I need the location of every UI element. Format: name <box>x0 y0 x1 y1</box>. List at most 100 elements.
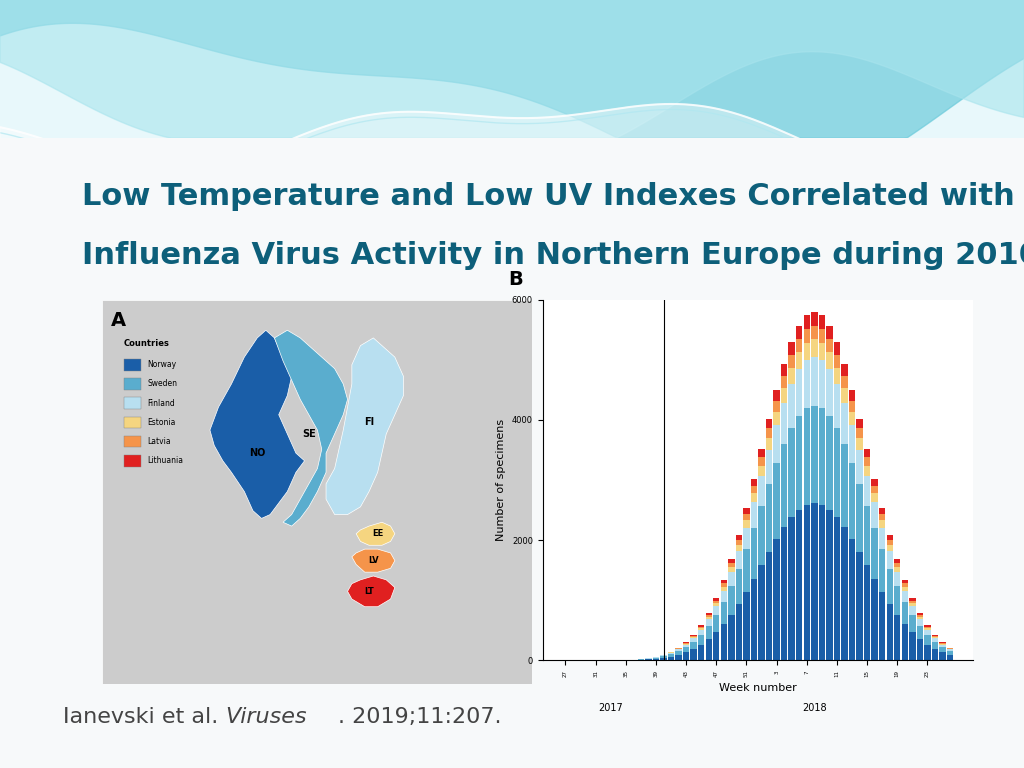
Bar <box>916 639 923 660</box>
Bar <box>690 642 697 649</box>
Bar <box>728 563 734 567</box>
Bar <box>842 402 848 444</box>
Bar <box>698 635 705 644</box>
Bar <box>834 428 840 517</box>
Text: EE: EE <box>372 529 383 538</box>
Bar <box>706 615 712 617</box>
Bar <box>728 615 734 660</box>
Bar <box>668 653 674 654</box>
Text: Lithuania: Lithuania <box>147 456 183 465</box>
Bar <box>916 620 923 626</box>
Bar <box>834 517 840 660</box>
Bar <box>788 428 795 517</box>
Bar <box>826 339 833 353</box>
Bar <box>871 502 878 528</box>
Bar <box>932 642 938 649</box>
Bar <box>804 343 810 360</box>
Text: Latvia: Latvia <box>147 437 171 446</box>
Bar <box>660 656 667 658</box>
X-axis label: Week number: Week number <box>719 683 797 693</box>
Bar <box>939 644 946 647</box>
Bar <box>849 539 855 660</box>
Bar <box>811 406 817 504</box>
Bar <box>894 559 900 563</box>
Bar <box>773 463 780 539</box>
Text: . 2019;11:207.: . 2019;11:207. <box>338 707 502 727</box>
Bar <box>676 655 682 660</box>
Bar <box>871 579 878 660</box>
Bar <box>901 591 908 602</box>
Bar <box>698 644 705 660</box>
Polygon shape <box>0 0 1024 138</box>
Text: LV: LV <box>368 556 379 565</box>
Bar <box>871 486 878 493</box>
Bar <box>804 315 810 329</box>
Text: A: A <box>111 311 126 330</box>
Bar <box>751 493 757 502</box>
Bar <box>856 429 863 439</box>
Bar <box>871 479 878 486</box>
Text: NO: NO <box>249 448 265 458</box>
Bar <box>818 505 825 660</box>
Text: Ianevski et al.: Ianevski et al. <box>62 707 225 727</box>
Bar <box>901 587 908 591</box>
Polygon shape <box>326 338 403 515</box>
Bar <box>909 601 915 603</box>
Bar <box>826 416 833 510</box>
Bar <box>690 637 697 638</box>
Bar <box>826 353 833 369</box>
Bar <box>706 639 712 660</box>
Bar <box>690 649 697 660</box>
Bar <box>826 369 833 416</box>
Bar <box>796 369 803 416</box>
Bar <box>743 520 750 528</box>
Bar <box>721 624 727 660</box>
Bar <box>796 326 803 339</box>
Bar <box>683 647 689 652</box>
Bar <box>690 635 697 636</box>
Bar <box>728 567 734 572</box>
Bar <box>773 390 780 401</box>
Bar <box>947 651 953 655</box>
Bar <box>676 650 682 651</box>
Bar <box>788 355 795 368</box>
Bar <box>735 535 742 540</box>
Bar <box>743 528 750 549</box>
Bar <box>804 329 810 343</box>
Bar <box>871 528 878 579</box>
Bar <box>849 425 855 463</box>
Bar <box>879 508 886 514</box>
Bar <box>735 604 742 660</box>
Bar <box>781 388 787 402</box>
Text: Countries: Countries <box>124 339 170 348</box>
Bar <box>939 647 946 652</box>
Bar <box>879 514 886 520</box>
Bar <box>773 425 780 463</box>
Bar <box>728 572 734 587</box>
Bar <box>735 540 742 545</box>
Bar <box>894 615 900 660</box>
Bar <box>751 528 757 579</box>
Bar <box>842 527 848 660</box>
Bar <box>856 484 863 551</box>
Bar <box>759 457 765 465</box>
Text: Sweden: Sweden <box>147 379 177 389</box>
Bar <box>925 635 931 644</box>
Bar <box>706 614 712 615</box>
Bar <box>894 587 900 615</box>
Bar <box>788 343 795 355</box>
Bar <box>796 353 803 369</box>
Bar <box>759 449 765 457</box>
Bar <box>690 638 697 642</box>
Bar <box>887 604 893 660</box>
Bar <box>856 551 863 660</box>
Bar <box>735 551 742 568</box>
Bar <box>842 376 848 388</box>
Bar <box>925 625 931 627</box>
Bar <box>856 419 863 429</box>
Bar <box>773 412 780 425</box>
Bar <box>864 565 870 660</box>
Bar <box>721 591 727 602</box>
Bar <box>894 567 900 572</box>
Text: 2017: 2017 <box>598 703 623 713</box>
